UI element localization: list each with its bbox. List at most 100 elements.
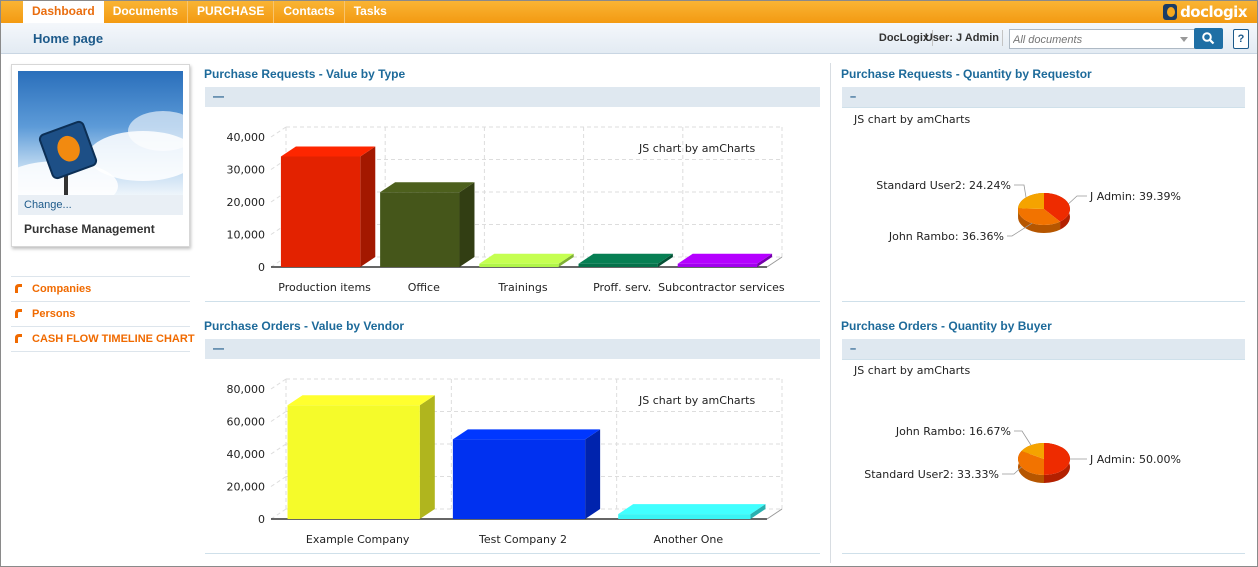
chart-credit[interactable]: JS chart by amCharts: [639, 394, 756, 407]
tab-contacts[interactable]: Contacts: [274, 1, 345, 23]
bar-side: [459, 182, 475, 267]
pie-slice: [1044, 193, 1070, 222]
x-axis-depth: [766, 508, 783, 520]
logo-text: doclogix: [1180, 3, 1247, 21]
collapse-toggle[interactable]: –: [850, 91, 857, 103]
bar-top: [578, 253, 673, 264]
search-button[interactable]: [1194, 28, 1223, 49]
chart-credit[interactable]: JS chart by amCharts: [854, 364, 971, 377]
y-tick-label: 20,000: [227, 481, 266, 494]
pie-label: Standard User2: 24.24%: [876, 179, 1011, 192]
panel-toolbar: –: [842, 339, 1245, 359]
doclogix-icon: [15, 309, 22, 318]
pie-leader-line: [1014, 430, 1032, 446]
x-axis-depth: [766, 256, 783, 268]
pie-label: John Rambo: 16.67%: [895, 425, 1011, 438]
collapse-toggle[interactable]: –: [850, 343, 857, 355]
chart-credit[interactable]: JS chart by amCharts: [639, 142, 756, 155]
doclogix-logo: doclogix: [1163, 2, 1247, 22]
chart-credit[interactable]: JS chart by amCharts: [854, 113, 971, 126]
divider: [1002, 30, 1003, 46]
bar: [287, 405, 420, 519]
current-user[interactable]: User: J Admin: [924, 32, 999, 44]
sidebar-item-companies[interactable]: Companies: [11, 276, 190, 301]
doclogix-icon: [15, 334, 22, 343]
pie-slice: [1018, 193, 1044, 209]
doclogix-icon: [15, 284, 22, 293]
sidebar-item-label: CASH FLOW TIMELINE CHART: [32, 333, 195, 345]
page-title[interactable]: Home page: [33, 31, 104, 46]
pie-leader-line: [1014, 184, 1027, 198]
panel-title-orders-value[interactable]: Purchase Orders - Value by Vendor: [204, 319, 405, 333]
sidebar-item-cash-flow-chart[interactable]: CASH FLOW TIMELINE CHART: [11, 326, 195, 352]
y-tick-label: 40,000: [227, 448, 266, 461]
panel-toolbar: —: [205, 87, 820, 107]
sidebar-links: Companies Persons CASH FLOW TIMELINE CHA…: [11, 276, 195, 352]
help-icon[interactable]: ?: [1233, 29, 1249, 49]
pie-slice: [1021, 443, 1044, 459]
pie-slice-side: [1018, 208, 1061, 233]
bar-side: [558, 253, 574, 267]
y-tick-label: 0: [258, 261, 265, 274]
x-tick-label: Another One: [653, 533, 723, 546]
pie-slice: [1044, 443, 1070, 475]
chevron-down-icon[interactable]: [1180, 37, 1188, 42]
company-name[interactable]: DocLogix: [878, 32, 929, 44]
sidebar-item-persons[interactable]: Persons: [11, 301, 190, 326]
panel-title-requests-quantity[interactable]: Purchase Requests - Quantity by Requesto…: [841, 67, 1092, 81]
collapse-toggle[interactable]: —: [213, 91, 224, 103]
tab-purchase[interactable]: PURCHASE: [188, 1, 275, 23]
grid-line: [270, 126, 287, 138]
divider: [842, 553, 1245, 554]
tab-tasks[interactable]: Tasks: [353, 4, 387, 18]
grid-line: [270, 443, 287, 455]
bar-side: [750, 504, 766, 519]
sidebar-item-label: Companies: [32, 283, 92, 295]
tab-dashboard[interactable]: Dashboard: [23, 1, 104, 26]
search-input[interactable]: [1010, 32, 1173, 48]
panel-toolbar: —: [205, 339, 820, 359]
x-tick-label: Test Company 2: [478, 533, 567, 546]
panel-toolbar: –: [842, 87, 1245, 107]
logo-icon: [1163, 4, 1178, 20]
y-tick-label: 80,000: [227, 383, 266, 396]
bar-side: [360, 146, 376, 267]
collapse-toggle[interactable]: —: [213, 343, 224, 355]
cloud-shape: [128, 111, 183, 151]
bar: [280, 156, 361, 267]
bar-top: [380, 182, 475, 193]
bar-top: [287, 395, 435, 406]
bar-top: [280, 146, 376, 157]
bar-top: [677, 253, 773, 264]
bar-top: [618, 504, 766, 515]
x-tick-label: Office: [408, 281, 440, 294]
divider: [205, 301, 820, 302]
search-box: [1009, 29, 1195, 49]
column-divider: [830, 63, 831, 563]
y-tick-label: 10,000: [227, 229, 266, 242]
bar: [578, 263, 658, 267]
divider: [842, 359, 1245, 360]
change-link[interactable]: Change...: [18, 195, 183, 215]
sign-pole: [64, 166, 68, 195]
chart-orders-quantity-by-buyer: J Admin: 50.00% Standard User2: 33.33% Joh…: [864, 425, 1181, 483]
tab-documents[interactable]: Documents: [104, 1, 189, 23]
y-tick-label: 0: [258, 513, 265, 526]
bar-side: [585, 429, 601, 519]
y-tick-label: 60,000: [227, 416, 266, 429]
pie-leader-line: [1002, 466, 1022, 475]
bar-side: [757, 253, 773, 267]
grid-line: [270, 508, 287, 520]
module-title: Purchase Management: [24, 222, 155, 236]
pie-slice: [1018, 451, 1044, 475]
bar-side: [419, 395, 435, 519]
x-tick-label: Trainings: [497, 281, 547, 294]
bar-top: [479, 253, 574, 264]
grid-line: [270, 378, 287, 390]
top-nav-bar: Dashboard Documents PURCHASE Contacts Ta…: [1, 1, 1257, 26]
panel-title-requests-value[interactable]: Purchase Requests - Value by Type: [204, 67, 406, 81]
divider: [205, 553, 820, 554]
divider: [842, 301, 1245, 302]
panel-title-orders-quantity[interactable]: Purchase Orders - Quantity by Buyer: [841, 319, 1052, 333]
